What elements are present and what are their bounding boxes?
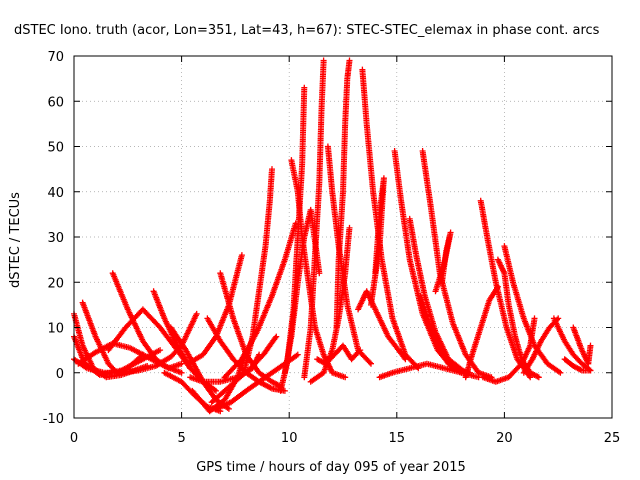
arc-markers — [550, 315, 594, 374]
x-tick-label: 10 — [281, 431, 298, 446]
arc-markers — [221, 220, 299, 381]
arc-series — [187, 351, 263, 385]
arc-series — [419, 148, 495, 381]
arc-series — [368, 175, 387, 308]
x-tick-label: 25 — [604, 431, 621, 446]
arc-markers — [324, 143, 374, 367]
arc-series — [561, 356, 594, 374]
arc-series — [406, 215, 469, 376]
x-axis-label: GPS time / hours of day 095 of year 2015 — [196, 460, 466, 475]
arc-series — [432, 229, 454, 295]
x-tick-label: 20 — [496, 431, 513, 446]
arc-series — [185, 252, 245, 367]
arc-series — [109, 270, 185, 372]
y-tick-label: 0 — [56, 367, 64, 382]
y-tick-label: 70 — [47, 50, 64, 65]
arc-markers — [307, 224, 353, 385]
arc-markers — [355, 288, 409, 363]
tick-labels: 0 5 10 15 20 25 -10 0 10 20 30 40 50 60 70 — [43, 50, 621, 446]
y-tick-label: 50 — [47, 141, 64, 156]
y-tick-label: 40 — [47, 186, 64, 201]
arc-markers — [406, 215, 469, 376]
arc-series — [479, 315, 538, 385]
arc-markers — [301, 57, 327, 381]
arc-series — [550, 315, 594, 374]
arc-markers — [479, 315, 538, 385]
x-tick-label: 0 — [70, 431, 78, 446]
y-tick-label: 10 — [47, 322, 64, 337]
arc-series — [307, 224, 353, 385]
arc-series — [324, 143, 374, 367]
arc-series — [462, 283, 501, 381]
arc-markers — [419, 148, 495, 381]
y-axis-label: dSTEC / TECUs — [8, 192, 23, 288]
chart-title: dSTEC Iono. truth (acor, Lon=351, Lat=43… — [14, 23, 600, 38]
axis-ticks — [73, 55, 613, 419]
y-tick-label: 60 — [47, 95, 64, 110]
arc-markers — [187, 351, 263, 385]
arc-markers — [462, 283, 501, 381]
y-tick-label: 20 — [47, 276, 64, 291]
x-tick-label: 5 — [177, 431, 185, 446]
arc-series — [355, 288, 409, 363]
arc-markers — [570, 324, 594, 367]
arc-markers — [368, 175, 387, 308]
arc-markers — [185, 252, 245, 367]
data-marks — [71, 57, 594, 415]
arc-series — [221, 220, 299, 381]
y-tick-label: 30 — [47, 231, 64, 246]
arc-markers — [109, 270, 185, 372]
arc-markers — [432, 229, 454, 295]
x-tick-label: 15 — [389, 431, 406, 446]
y-tick-label: -10 — [43, 412, 64, 427]
arc-markers — [71, 310, 200, 376]
arc-series — [71, 310, 200, 376]
arc-series — [301, 57, 327, 381]
arc-markers — [561, 356, 594, 374]
arc-series — [570, 324, 594, 367]
